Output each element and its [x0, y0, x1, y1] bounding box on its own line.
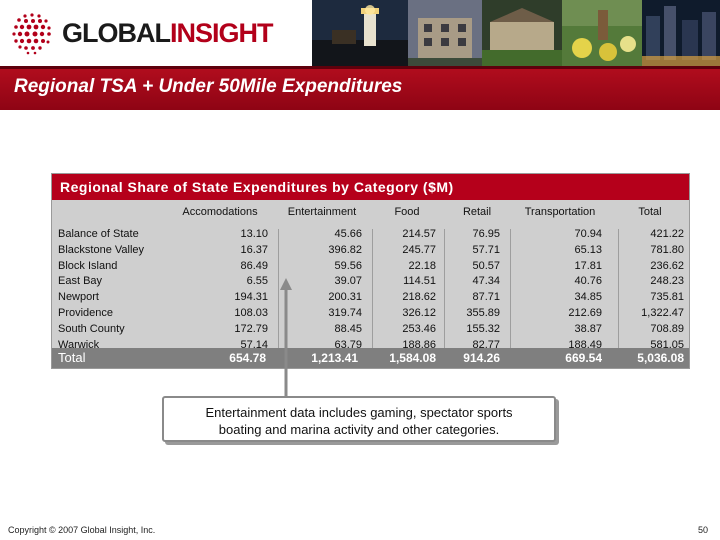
table-cell: 57.14 [240, 338, 268, 351]
table-cell: 17.81 [574, 259, 602, 272]
table-cell: 13.10 [240, 228, 268, 240]
callout-line-1: Entertainment data includes gaming, spec… [205, 405, 513, 420]
table-cell: 40.76 [574, 275, 602, 288]
col-header-retail: Retail [462, 206, 492, 218]
row-label: South County [58, 322, 125, 335]
total-entertainment: 1,213.41 [311, 351, 358, 365]
column-divider [618, 229, 619, 349]
table-cell: 1,322.47 [641, 307, 684, 319]
table-cell: 319.74 [328, 307, 362, 319]
row-label: Providence [58, 307, 114, 319]
table-cell: 65.13 [574, 243, 602, 256]
col-header-entertainment: Entertainment [287, 206, 357, 218]
table-cell: 76.95 [472, 228, 500, 240]
col-header-accomodations: Accomodations [182, 206, 258, 218]
table-cell: 16.37 [240, 243, 268, 256]
mansion-photo [482, 0, 562, 66]
table-cell: 88.45 [334, 322, 362, 335]
logo-part-global: GLOBAL [62, 18, 171, 48]
total-total: 5,036.08 [637, 351, 684, 365]
row-label: East Bay [58, 275, 103, 288]
table-cell: 781.80 [650, 243, 684, 256]
row-label: Warwick [58, 338, 100, 351]
table-cell: 57.71 [472, 243, 500, 256]
table-title-bar: Regional Share of State Expenditures by … [52, 174, 689, 200]
table-cell: 421.22 [650, 228, 684, 240]
table-cell: 212.69 [568, 307, 602, 319]
table-cell: 70.94 [574, 228, 602, 240]
table-cell: 86.49 [240, 259, 268, 272]
table-cell: 708.89 [650, 322, 684, 335]
table-cell: 245.77 [402, 243, 436, 256]
page-number: 50 [698, 525, 709, 535]
column-divider [510, 229, 511, 349]
row-label: Block Island [58, 259, 118, 272]
logo-wordmark: GLOBALINSIGHT [62, 17, 274, 49]
table-title: Regional Share of State Expenditures by … [60, 179, 454, 195]
total-food: 1,584.08 [389, 351, 436, 365]
total-retail: 914.26 [463, 351, 500, 365]
garden-photo [562, 0, 642, 66]
table-cell: 355.89 [466, 307, 500, 319]
row-label: Blackstone Valley [58, 243, 145, 256]
table-cell: 248.23 [650, 275, 684, 288]
copyright-text: Copyright © 2007 Global Insight, Inc. [8, 525, 156, 535]
callout-text: Entertainment data includes gaming, spec… [164, 404, 554, 438]
total-row: Total 654.78 1,213.41 1,584.08 914.26 66… [52, 348, 689, 368]
column-divider [372, 229, 373, 349]
table-cell: 45.66 [334, 228, 362, 240]
table-cell: 253.46 [402, 322, 436, 335]
table-cell: 188.86 [402, 338, 436, 351]
header-photo-strip [312, 0, 720, 66]
title-bar-stripe [0, 66, 720, 69]
lighthouse-photo [312, 0, 408, 66]
city-night-photo [642, 0, 720, 66]
table-cell: 87.71 [472, 291, 500, 304]
table-cell: 6.55 [246, 275, 268, 288]
header: GLOBALINSIGHT [0, 0, 720, 66]
table-cell: 38.87 [574, 322, 602, 335]
total-accomodations: 654.78 [229, 351, 266, 365]
table-cell: 236.62 [650, 259, 684, 272]
table-cell: 200.31 [328, 291, 362, 304]
table-cell: 39.07 [334, 275, 362, 288]
table-cell: 50.57 [472, 259, 500, 272]
table-cell: 47.34 [472, 275, 500, 288]
table-cell: 22.18 [408, 259, 436, 272]
table-cell: 396.82 [328, 243, 362, 256]
table-cell: 108.03 [234, 307, 268, 319]
table-cell: 581.05 [650, 338, 684, 351]
globe-logo-icon [12, 13, 51, 55]
table-cell: 114.51 [403, 275, 436, 288]
table-cell: 82.77 [472, 338, 500, 351]
col-header-transportation: Transportation [524, 206, 596, 218]
slide-title: Regional TSA + Under 50Mile Expenditures [14, 76, 403, 97]
hotel-photo [408, 0, 482, 66]
col-header-total: Total [638, 206, 662, 218]
column-divider [278, 229, 279, 349]
column-divider [444, 229, 445, 349]
col-header-food: Food [394, 206, 420, 218]
total-label: Total [58, 350, 86, 365]
logo-part-insight: INSIGHT [170, 18, 274, 48]
table-cell: 34.85 [574, 291, 602, 304]
expenditure-table: Regional Share of State Expenditures by … [51, 173, 690, 369]
entertainment-note-callout: Entertainment data includes gaming, spec… [162, 396, 556, 442]
row-label: Balance of State [58, 228, 139, 240]
total-transportation: 669.54 [565, 351, 602, 365]
row-label: Newport [58, 291, 99, 304]
table-cell: 735.81 [650, 291, 684, 304]
table-cell: 188.49 [568, 338, 602, 351]
table-cell: 214.57 [402, 228, 436, 240]
table-cell: 172.79 [234, 322, 268, 335]
table-cell: 218.62 [402, 291, 436, 304]
table-cell: 59.56 [334, 259, 362, 272]
table-cell: 155.32 [466, 322, 500, 335]
table-cell: 194.31 [234, 291, 268, 304]
title-bar: Regional TSA + Under 50Mile Expenditures [0, 66, 720, 110]
table-cell: 326.12 [402, 307, 436, 319]
callout-line-2: boating and marina activity and other ca… [218, 422, 500, 437]
table-cell: 63.79 [334, 338, 362, 351]
